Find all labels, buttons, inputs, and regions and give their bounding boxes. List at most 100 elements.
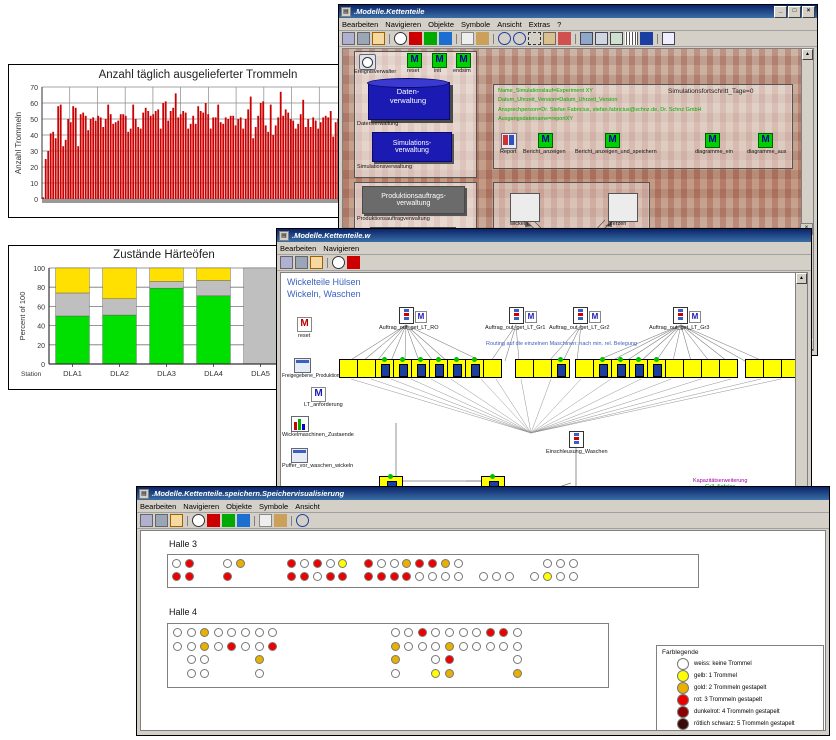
storage-slot[interactable] xyxy=(236,559,245,568)
storage-slot[interactable] xyxy=(390,668,400,678)
storage-slot[interactable] xyxy=(200,628,210,637)
storage-slot[interactable] xyxy=(338,559,348,568)
storage-slot[interactable] xyxy=(390,641,400,651)
storage-slot[interactable] xyxy=(223,571,233,581)
storage-slot[interactable] xyxy=(431,628,441,637)
storage-slot[interactable] xyxy=(453,571,463,581)
storage-slot[interactable] xyxy=(254,668,264,678)
menu-bottom-objekte[interactable]: Objekte xyxy=(226,501,252,511)
storage-slot[interactable] xyxy=(364,559,373,568)
group-gr2[interactable] xyxy=(573,307,588,324)
init-method-icon[interactable]: M xyxy=(432,53,447,68)
machine-node[interactable] xyxy=(339,359,358,378)
storage-slot[interactable] xyxy=(254,655,264,665)
storage-slot[interactable] xyxy=(186,655,196,665)
scroll-up-button-mid[interactable]: ▲ xyxy=(796,273,807,284)
reset-icon-mid[interactable] xyxy=(347,256,360,269)
storage-slot[interactable] xyxy=(492,571,501,581)
bericht-anzeigen-icon[interactable]: M xyxy=(538,133,553,148)
storage-slot[interactable] xyxy=(543,559,553,568)
background-image-icon[interactable] xyxy=(580,32,593,45)
delete-icon-bottom[interactable] xyxy=(259,514,272,527)
storage-slot[interactable] xyxy=(402,571,412,581)
storage-slot[interactable] xyxy=(172,559,181,568)
machine-node[interactable] xyxy=(665,359,684,378)
machine-node[interactable] xyxy=(533,359,552,378)
menu-bearbeiten[interactable]: Bearbeiten xyxy=(342,19,379,29)
machine-node[interactable] xyxy=(647,357,666,378)
storage-slot[interactable] xyxy=(568,571,578,581)
storage-slot[interactable] xyxy=(458,628,468,637)
group-gr3-method-icon[interactable]: M xyxy=(689,311,701,323)
storage-slot[interactable] xyxy=(200,641,210,651)
storage-slot[interactable] xyxy=(364,571,373,581)
storage-slot[interactable] xyxy=(472,641,482,651)
bericht-speichern-icon[interactable]: M xyxy=(605,133,620,148)
machine-node[interactable] xyxy=(593,357,612,378)
machine-node[interactable] xyxy=(745,359,764,378)
storage-slot[interactable] xyxy=(417,641,427,651)
group-gr1-method-icon[interactable]: M xyxy=(525,311,537,323)
group-gr1[interactable] xyxy=(509,307,524,324)
grid-icon[interactable] xyxy=(625,32,638,45)
machine-node[interactable] xyxy=(575,359,594,378)
storage-slot[interactable] xyxy=(415,571,425,581)
mid-chart-icon[interactable] xyxy=(291,416,309,432)
machine-node[interactable] xyxy=(551,357,570,378)
storage-slot[interactable] xyxy=(440,559,450,568)
storage-slot[interactable] xyxy=(325,571,335,581)
zoom-in-icon[interactable] xyxy=(498,32,511,45)
toolbar-mid[interactable] xyxy=(277,255,811,271)
block-simulationsverwaltung[interactable]: Simulations- verwaltung xyxy=(372,132,452,162)
storage-slot[interactable] xyxy=(390,655,400,665)
flow-node-wickeln[interactable] xyxy=(510,193,540,222)
storage-slot[interactable] xyxy=(325,559,335,568)
help-icon[interactable] xyxy=(662,32,675,45)
storage-slot[interactable] xyxy=(254,641,264,651)
storage-slot[interactable] xyxy=(402,559,412,568)
storage-slot[interactable] xyxy=(404,641,414,651)
storage-slot[interactable] xyxy=(227,641,237,651)
diagramme-aus-icon[interactable]: M xyxy=(758,133,773,148)
group-gr2-method-icon[interactable]: M xyxy=(589,311,601,323)
open-model-icon-bottom[interactable] xyxy=(140,514,153,527)
reset-icon[interactable] xyxy=(409,32,422,45)
titlebar-bottom[interactable]: ▤ .Modelle.Kettenteile.speichern.Speiche… xyxy=(137,487,829,500)
window-speichervisualisierung[interactable]: ▤ .Modelle.Kettenteile.speichern.Speiche… xyxy=(136,486,830,736)
storage-slot[interactable] xyxy=(312,559,322,568)
group-ro[interactable] xyxy=(399,307,414,324)
storage-slot[interactable] xyxy=(530,571,540,581)
storage-slot[interactable] xyxy=(428,559,437,568)
mid-table-icon-2[interactable] xyxy=(291,448,308,463)
tools-icon[interactable] xyxy=(640,32,653,45)
block-datenverwaltung[interactable]: Daten- verwaltung xyxy=(367,78,450,120)
storage-slot[interactable] xyxy=(389,571,399,581)
machine-node[interactable] xyxy=(429,357,448,378)
menu-bottom-navigieren[interactable]: Navigieren xyxy=(183,501,220,511)
storage-slot[interactable] xyxy=(172,571,181,581)
storage-slot[interactable] xyxy=(431,641,441,651)
machine-node[interactable] xyxy=(393,357,412,378)
reset-method-icon[interactable]: M xyxy=(407,53,422,68)
storage-slot[interactable] xyxy=(568,559,578,568)
storage-slot[interactable] xyxy=(300,571,309,581)
storage-slot[interactable] xyxy=(390,628,400,637)
storage-slot[interactable] xyxy=(223,559,233,568)
storage-slot[interactable] xyxy=(241,628,250,637)
toolbar-main[interactable] xyxy=(339,31,817,47)
storage-slot[interactable] xyxy=(556,571,565,581)
storage-slot[interactable] xyxy=(186,668,196,678)
machine-node[interactable] xyxy=(719,359,738,378)
folder-icon[interactable] xyxy=(357,32,370,45)
storage-slot[interactable] xyxy=(287,571,297,581)
endsim-method-icon[interactable]: M xyxy=(456,53,471,68)
open-model-icon-mid[interactable] xyxy=(280,256,293,269)
hall3-grid[interactable] xyxy=(167,554,699,588)
toolbar-bottom[interactable] xyxy=(137,513,829,529)
canvas-bottom[interactable]: Halle 3 Halle 4 Farblegende weiss: keine… xyxy=(140,530,826,731)
menu-help[interactable]: ? xyxy=(557,19,562,29)
close-button[interactable]: × xyxy=(802,5,815,18)
storage-slot[interactable] xyxy=(472,628,482,637)
storage-slot[interactable] xyxy=(513,655,522,665)
machine-node[interactable] xyxy=(701,359,720,378)
